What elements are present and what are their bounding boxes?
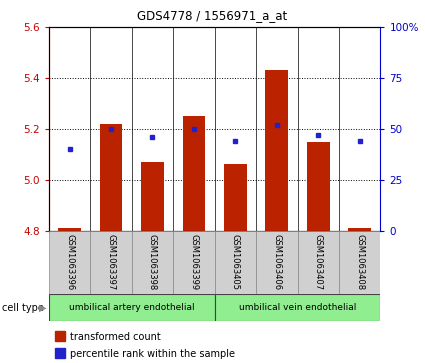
Text: cell type: cell type [2, 303, 44, 313]
Text: umbilical vein endothelial: umbilical vein endothelial [239, 303, 356, 312]
Bar [298, 231, 339, 294]
Bar [215, 294, 380, 321]
Bar [265, 70, 288, 231]
Bar [182, 116, 205, 231]
Bar [132, 231, 173, 294]
Text: GSM1063399: GSM1063399 [190, 234, 198, 290]
Bar [339, 231, 380, 294]
Bar [307, 142, 330, 231]
Text: GSM1063396: GSM1063396 [65, 234, 74, 290]
Text: transformed count: transformed count [70, 332, 161, 342]
Text: GDS4778 / 1556971_a_at: GDS4778 / 1556971_a_at [137, 9, 288, 22]
Text: GSM1063397: GSM1063397 [107, 234, 116, 290]
Bar [90, 231, 132, 294]
Bar [215, 231, 256, 294]
Bar [173, 231, 215, 294]
Bar [256, 231, 298, 294]
Text: GSM1063398: GSM1063398 [148, 234, 157, 290]
Bar [141, 162, 164, 231]
Text: GSM1063407: GSM1063407 [314, 234, 323, 290]
Text: umbilical artery endothelial: umbilical artery endothelial [69, 303, 195, 312]
Bar [224, 164, 247, 231]
Text: ▶: ▶ [39, 303, 47, 313]
Bar [58, 228, 81, 231]
Text: GSM1063408: GSM1063408 [355, 234, 364, 290]
Bar [99, 124, 122, 231]
Bar [348, 228, 371, 231]
Text: GSM1063406: GSM1063406 [272, 234, 281, 290]
Bar [49, 231, 90, 294]
Text: GSM1063405: GSM1063405 [231, 234, 240, 290]
Text: percentile rank within the sample: percentile rank within the sample [70, 349, 235, 359]
Bar [49, 294, 215, 321]
